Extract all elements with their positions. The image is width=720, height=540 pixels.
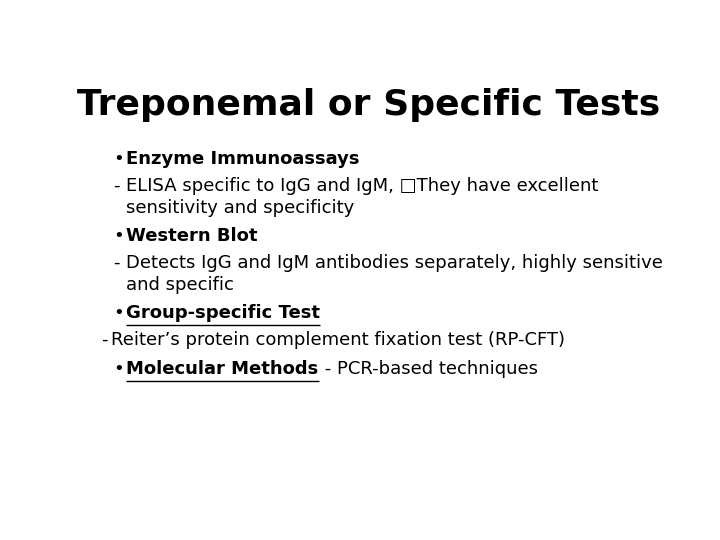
Text: and specific: and specific — [126, 275, 234, 294]
Text: Western Blot: Western Blot — [126, 227, 258, 245]
Text: •: • — [114, 150, 124, 168]
Text: Enzyme Immunoassays: Enzyme Immunoassays — [126, 150, 360, 168]
Text: Group-specific Test: Group-specific Test — [126, 304, 320, 322]
Text: sensitivity and specificity: sensitivity and specificity — [126, 199, 354, 217]
Text: -: - — [114, 254, 120, 272]
Text: •: • — [114, 304, 124, 322]
Text: •: • — [114, 227, 124, 245]
Text: -: - — [101, 331, 108, 349]
Text: - PCR-based techniques: - PCR-based techniques — [318, 360, 538, 378]
Text: ELISA specific to IgG and IgM, □They have excellent: ELISA specific to IgG and IgM, □They hav… — [126, 177, 598, 195]
Text: Molecular Methods: Molecular Methods — [126, 360, 318, 378]
Text: Detects IgG and IgM antibodies separately, highly sensitive: Detects IgG and IgM antibodies separatel… — [126, 254, 663, 272]
Text: Reiter’s protein complement fixation test (RP-CFT): Reiter’s protein complement fixation tes… — [111, 331, 565, 349]
Text: -: - — [114, 177, 120, 195]
Text: Treponemal or Specific Tests: Treponemal or Specific Tests — [77, 87, 661, 122]
Text: •: • — [114, 360, 124, 378]
